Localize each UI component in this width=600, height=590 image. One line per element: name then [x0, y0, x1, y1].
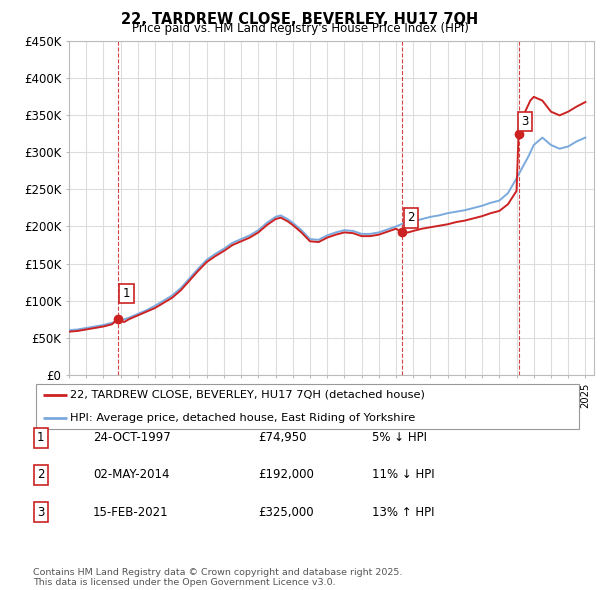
Text: 22, TARDREW CLOSE, BEVERLEY, HU17 7QH: 22, TARDREW CLOSE, BEVERLEY, HU17 7QH — [121, 12, 479, 27]
Text: 24-OCT-1997: 24-OCT-1997 — [93, 431, 171, 444]
Text: 1: 1 — [37, 431, 44, 444]
Text: £192,000: £192,000 — [258, 468, 314, 481]
Text: 11% ↓ HPI: 11% ↓ HPI — [372, 468, 434, 481]
Text: 2: 2 — [407, 211, 415, 224]
Text: 2: 2 — [37, 468, 44, 481]
Text: 5% ↓ HPI: 5% ↓ HPI — [372, 431, 427, 444]
Text: 15-FEB-2021: 15-FEB-2021 — [93, 506, 169, 519]
Text: HPI: Average price, detached house, East Riding of Yorkshire: HPI: Average price, detached house, East… — [70, 413, 416, 423]
Text: 02-MAY-2014: 02-MAY-2014 — [93, 468, 170, 481]
FancyBboxPatch shape — [36, 384, 579, 429]
Text: 3: 3 — [521, 115, 529, 128]
Text: 13% ↑ HPI: 13% ↑ HPI — [372, 506, 434, 519]
Text: 3: 3 — [37, 506, 44, 519]
Text: 1: 1 — [123, 287, 130, 300]
Text: £74,950: £74,950 — [258, 431, 307, 444]
Text: Contains HM Land Registry data © Crown copyright and database right 2025.
This d: Contains HM Land Registry data © Crown c… — [33, 568, 403, 587]
Text: 22, TARDREW CLOSE, BEVERLEY, HU17 7QH (detached house): 22, TARDREW CLOSE, BEVERLEY, HU17 7QH (d… — [70, 390, 425, 400]
Text: £325,000: £325,000 — [258, 506, 314, 519]
Text: Price paid vs. HM Land Registry's House Price Index (HPI): Price paid vs. HM Land Registry's House … — [131, 22, 469, 35]
